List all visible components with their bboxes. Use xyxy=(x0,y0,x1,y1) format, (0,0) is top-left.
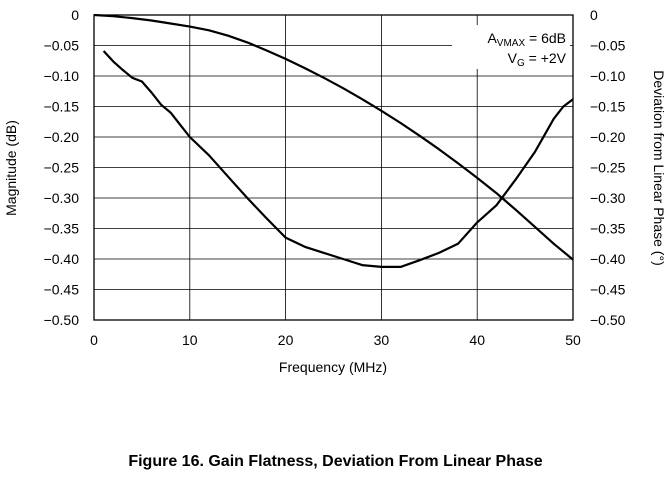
y2-tick-label: −0.05 xyxy=(590,38,626,54)
y-tick-label: −0.45 xyxy=(44,282,80,298)
y2-tick-label: −0.25 xyxy=(590,160,626,176)
y2-tick-label: −0.20 xyxy=(590,129,626,145)
y-tick-label: −0.05 xyxy=(44,38,80,54)
y-axis-label: Magnitude (dB) xyxy=(3,120,19,216)
plot-frame xyxy=(93,14,574,321)
y2-tick-label: −0.45 xyxy=(590,282,626,298)
y2-tick-label: −0.35 xyxy=(590,221,626,237)
y-tick-label: −0.20 xyxy=(44,129,80,145)
y-tick-label: −0.35 xyxy=(44,221,80,237)
annotation-sub-2: G xyxy=(517,58,525,69)
annotation-line-1: AVMAX = 6dB xyxy=(487,30,566,49)
lines xyxy=(93,13,574,268)
y2-tick-label: −0.30 xyxy=(590,190,626,206)
y-tick-label: −0.25 xyxy=(44,160,80,176)
x-tick-label: 0 xyxy=(90,332,98,348)
y-tick-label: −0.50 xyxy=(44,312,80,328)
y-tick-label: 0 xyxy=(71,7,79,23)
ticks: 0 10 20 30 40 50 0 −0.05 −0.10 −0.15 −0.20 −0.25 −0.… xyxy=(44,7,626,348)
phase-deviation-line xyxy=(102,50,574,268)
y2-axis-label: Deviation from Linear Phase (°) xyxy=(651,70,667,265)
x-tick-label: 50 xyxy=(565,332,581,348)
y2-tick-label: −0.50 xyxy=(590,312,626,328)
x-tick-label: 10 xyxy=(182,332,198,348)
y2-tick-label: 0 xyxy=(590,7,598,23)
figure-caption: Figure 16. Gain Flatness, Deviation From… xyxy=(128,453,543,470)
magnitude-line xyxy=(93,13,574,261)
y2-tick-label: −0.40 xyxy=(590,251,626,267)
y-tick-label: −0.10 xyxy=(44,68,80,84)
x-axis-label: Frequency (MHz) xyxy=(279,359,387,375)
x-tick-label: 20 xyxy=(278,332,294,348)
annotation-line-2: VG = +2V xyxy=(508,50,567,69)
y2-tick-label: −0.10 xyxy=(590,68,626,84)
x-tick-label: 30 xyxy=(374,332,390,348)
annotation-box xyxy=(452,25,570,69)
y2-tick-label: −0.15 xyxy=(590,99,626,115)
grid xyxy=(94,15,573,320)
y-tick-label: −0.40 xyxy=(44,251,80,267)
annotation-sub-1: VMAX xyxy=(497,38,526,49)
y-tick-label: −0.15 xyxy=(44,99,80,115)
x-tick-label: 40 xyxy=(469,332,485,348)
y-tick-label: −0.30 xyxy=(44,190,80,206)
